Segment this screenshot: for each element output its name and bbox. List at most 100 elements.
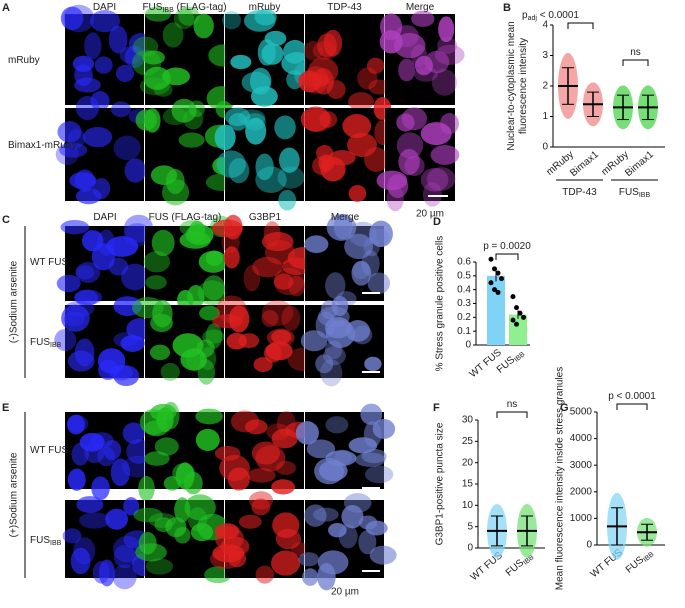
cell — [230, 410, 260, 433]
cell — [230, 54, 252, 70]
condition-label: (+)Sodium arsenite — [9, 452, 20, 537]
cell — [358, 515, 378, 530]
condition-label: (-)Sodium arsenite — [9, 260, 20, 343]
data-point — [514, 321, 519, 327]
cell — [190, 523, 214, 542]
cell — [352, 261, 370, 280]
cell — [196, 339, 215, 358]
data-point — [495, 270, 501, 276]
cell — [414, 66, 438, 82]
bracket — [567, 22, 594, 29]
cell — [263, 221, 281, 247]
y-tick-label: 2000 — [570, 486, 593, 497]
data-point — [492, 266, 497, 272]
data-point — [499, 276, 504, 282]
row-label: FUSIBB — [30, 337, 62, 349]
cells — [376, 107, 460, 212]
cell — [113, 365, 140, 387]
data-point — [488, 256, 494, 262]
y-tick-label: 2 — [542, 81, 548, 92]
y-axis-label-line: Nuclear-to-cytoplasmic mean — [506, 21, 517, 151]
row-label-text: Bimax1-mRuby — [8, 140, 76, 151]
cell — [291, 542, 309, 557]
cell — [98, 359, 119, 380]
annotation-text: ns — [507, 399, 518, 410]
cell — [317, 306, 350, 328]
scale-label: 20 µm — [331, 587, 359, 598]
annotation: p = 0.0020 — [483, 241, 531, 252]
cell — [62, 528, 82, 544]
cell — [113, 332, 138, 348]
column-header-sub: IBB — [162, 7, 174, 14]
annotation-after: < 0.0001 — [537, 10, 579, 21]
panel-label: B — [503, 2, 511, 14]
cell — [367, 272, 391, 295]
cell — [273, 273, 294, 290]
cell — [150, 165, 178, 185]
cell — [123, 223, 152, 247]
cell — [110, 458, 131, 487]
cell — [172, 333, 204, 358]
cell — [178, 6, 200, 26]
x-tick-label-text: Bimax1 — [623, 149, 656, 179]
cell — [212, 544, 245, 563]
cell — [323, 29, 343, 57]
column-header: FUSIBB (FLAG-tag) — [142, 2, 226, 14]
cell — [379, 30, 403, 54]
y-tick-label: 20 — [462, 457, 474, 468]
cell — [222, 11, 242, 30]
annotation-text: p < 0.0001 — [608, 391, 656, 402]
data-point — [492, 287, 497, 293]
cells — [212, 295, 319, 373]
y-tick-label: 0 — [586, 540, 592, 551]
column-header-text: DAPI — [93, 212, 116, 223]
cell — [360, 403, 383, 425]
group-label-text: TDP-43 — [562, 187, 597, 198]
cell — [119, 46, 143, 64]
column-header-after: (FLAG-tag) — [174, 2, 227, 13]
cell — [344, 233, 374, 260]
cell — [214, 446, 241, 461]
cells — [300, 296, 382, 387]
cell — [351, 260, 372, 286]
cell — [71, 442, 89, 466]
cell — [261, 232, 294, 252]
cell — [103, 440, 122, 461]
cell — [199, 305, 220, 321]
cell — [132, 296, 164, 319]
cell — [76, 496, 104, 513]
data-point — [517, 310, 523, 316]
cell — [369, 220, 393, 248]
data-point — [510, 317, 516, 323]
cell — [225, 107, 251, 127]
cell — [245, 117, 267, 145]
cell — [261, 299, 294, 326]
cell — [106, 236, 139, 257]
cell — [326, 80, 346, 99]
cell — [75, 95, 100, 121]
cell — [61, 304, 90, 332]
cell — [411, 44, 428, 68]
cell — [216, 150, 246, 178]
row-label-sub: IBB — [50, 540, 62, 547]
y-tick-label: 0.1 — [457, 326, 471, 337]
data-point — [495, 289, 501, 295]
cell — [325, 450, 357, 467]
cell — [333, 213, 353, 240]
cells — [132, 296, 225, 385]
annotation: p < 0.0001 — [608, 391, 656, 402]
group-label: FUSIBB — [619, 187, 651, 199]
y-tick-label: 0 — [542, 142, 548, 153]
cell — [154, 517, 173, 533]
column-header-text: TDP-43 — [327, 2, 362, 13]
cells — [295, 403, 396, 485]
cell — [92, 560, 110, 584]
cell — [113, 544, 136, 569]
cell — [179, 231, 211, 249]
cell — [348, 221, 377, 247]
cell — [59, 142, 88, 158]
cell — [55, 143, 79, 166]
cells — [379, 10, 465, 96]
cells — [211, 214, 319, 297]
